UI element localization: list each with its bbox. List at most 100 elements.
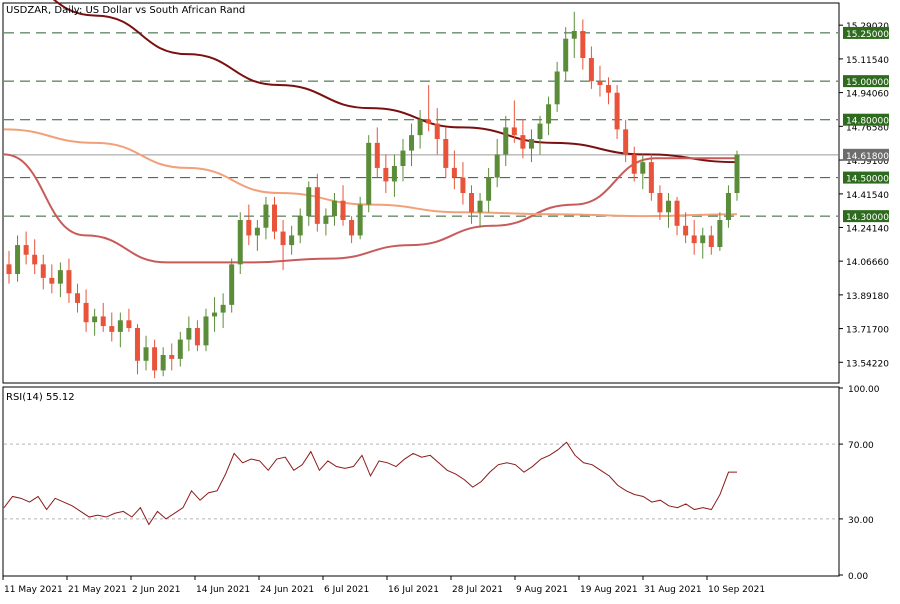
- current-price-box: [843, 148, 889, 161]
- price-tick-label: 13.89180: [846, 292, 889, 302]
- candle-body: [331, 200, 337, 217]
- level-label-box: [843, 26, 889, 39]
- x-tick-label: 21 May 2021: [68, 585, 127, 595]
- candle-body: [254, 227, 260, 236]
- candle-body: [434, 123, 440, 139]
- candle-body: [263, 204, 269, 228]
- candle-body: [194, 328, 200, 346]
- candle-body: [494, 154, 500, 178]
- candle-body: [674, 200, 680, 226]
- price-tick-label: 14.06660: [846, 258, 889, 268]
- candle-body: [220, 304, 226, 313]
- candle-body: [511, 127, 517, 136]
- level-label-box: [843, 75, 889, 88]
- rsi-panel: [2, 386, 840, 577]
- level-label-box: [843, 210, 889, 223]
- candle-body: [83, 302, 89, 323]
- current-price-label: 14.61800: [846, 152, 889, 162]
- candle-body: [717, 220, 723, 247]
- price-tick-label: 14.76580: [846, 123, 889, 133]
- candle-body: [169, 355, 175, 359]
- candle-body: [49, 277, 55, 284]
- candle-body: [177, 339, 183, 359]
- candle-body: [246, 220, 252, 236]
- price-tick-label: 14.94060: [846, 90, 889, 100]
- rsi-line: [3, 441, 737, 526]
- candle-body: [340, 200, 346, 220]
- level-label: 15.25000: [846, 30, 889, 40]
- candle-body: [554, 71, 560, 105]
- candle-body: [152, 347, 158, 371]
- candle-body: [212, 312, 218, 317]
- candle-body: [546, 104, 552, 124]
- moving-average-line: [3, 153, 737, 264]
- candle-body: [391, 166, 397, 182]
- candle-body: [708, 235, 714, 247]
- candle-body: [297, 216, 303, 236]
- rsi-tick-label: 70.00: [848, 441, 874, 451]
- candle-body: [468, 193, 474, 213]
- candle-body: [580, 31, 586, 58]
- rsi-title: RSI(14) 55.12: [6, 392, 75, 403]
- candle-body: [66, 270, 72, 294]
- price-panel: [2, 2, 840, 384]
- candle-body: [417, 119, 423, 136]
- level-label: 15.00000: [846, 78, 889, 88]
- candle-body: [186, 328, 192, 340]
- candle-body: [520, 135, 526, 149]
- candle-body: [289, 235, 295, 246]
- candle-body: [349, 220, 355, 236]
- rsi-tick-label: 0.00: [848, 572, 868, 582]
- candle-body: [588, 58, 594, 82]
- moving-average-line: [52, 0, 738, 164]
- x-tick-label: 11 May 2021: [4, 585, 63, 595]
- candle-body: [126, 320, 132, 328]
- candle-body: [280, 231, 286, 246]
- price-tick-label: 14.41540: [846, 191, 889, 201]
- x-tick-label: 9 Aug 2021: [516, 585, 568, 595]
- candle-body: [503, 127, 509, 155]
- candle-body: [725, 193, 731, 220]
- level-label: 14.30000: [846, 213, 889, 223]
- chart-title: USDZAR, Daily: US Dollar vs South Africa…: [6, 5, 245, 16]
- candle-body: [306, 187, 312, 217]
- candle-body: [15, 245, 21, 274]
- candle-body: [734, 154, 740, 193]
- candle-body: [323, 216, 329, 224]
- candle-body: [657, 193, 663, 213]
- candle-body: [6, 264, 12, 274]
- candle-body: [700, 235, 706, 244]
- candle-body: [23, 245, 29, 255]
- price-tick-label: 14.24140: [846, 224, 889, 234]
- candle-body: [40, 264, 46, 278]
- candle-body: [109, 326, 115, 332]
- candle-body: [117, 320, 123, 332]
- candle-body: [665, 200, 671, 213]
- candle-body: [443, 139, 449, 168]
- candle-body: [314, 187, 320, 224]
- x-tick-label: 10 Sep 2021: [708, 585, 765, 595]
- candle-body: [691, 235, 697, 244]
- price-tick-label: 15.11540: [846, 56, 889, 66]
- candle-body: [451, 167, 457, 178]
- candle-body: [357, 204, 363, 236]
- candle-body: [229, 264, 235, 305]
- x-tick-label: 24 Jun 2021: [260, 585, 314, 595]
- level-label-box: [843, 113, 889, 126]
- candle-body: [631, 154, 637, 174]
- rsi-tick-label: 100.00: [848, 385, 880, 395]
- candle-body: [571, 31, 577, 39]
- x-tick-label: 16 Jul 2021: [388, 585, 439, 595]
- candle-body: [237, 220, 243, 265]
- moving-average-line: [3, 128, 738, 218]
- candle-body: [640, 162, 646, 174]
- candle-body: [32, 254, 38, 265]
- candle-body: [606, 85, 612, 93]
- price-tick-label: 14.59100: [846, 157, 889, 167]
- candle-body: [460, 177, 466, 193]
- rsi-tick-label: 30.00: [848, 516, 874, 526]
- price-tick-label: 13.71700: [846, 326, 889, 336]
- candle-body: [623, 129, 629, 155]
- x-tick-label: 2 Jun 2021: [132, 585, 180, 595]
